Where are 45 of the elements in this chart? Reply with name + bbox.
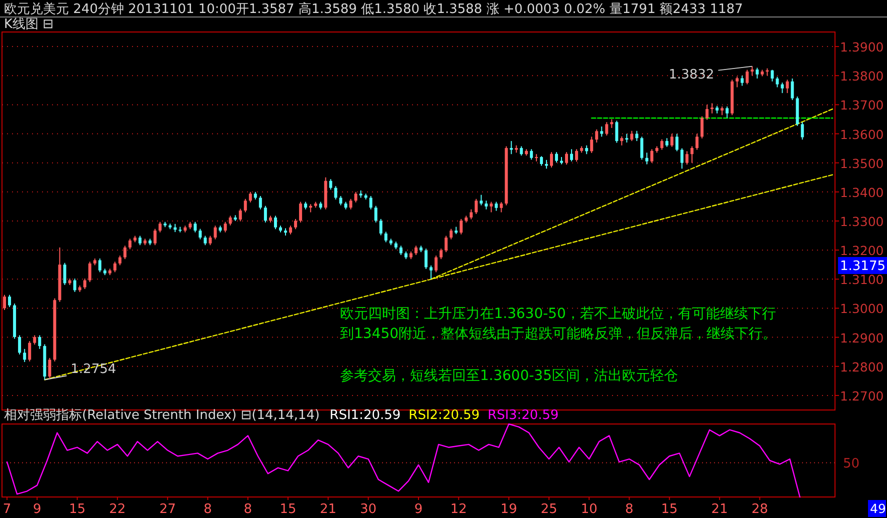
y-tick-label: 1.3900 bbox=[840, 40, 884, 55]
text: 50 bbox=[843, 456, 860, 472]
x-tick-label: 9 bbox=[414, 502, 423, 517]
x-tick-label: 15 bbox=[69, 502, 86, 517]
x-tick-label: 30 bbox=[360, 502, 377, 517]
x-tick-label: 9 bbox=[32, 502, 42, 517]
chart-title: 欧元兑美元 240分钟 20131101 10:00开1.3587 高1.3589 低1.3580 收1.3588 涨 +0.0003 0.02% 量1791 额2433 1187 bbox=[4, 1, 743, 17]
chart-subtitle: K线图 ⊟ bbox=[4, 17, 54, 32]
x-tick-label: 15 bbox=[280, 502, 296, 517]
y-tick-label: 1.3100 bbox=[840, 272, 884, 288]
y-tick-label: 1.3000 bbox=[840, 301, 884, 316]
x-tick-label: 21 bbox=[320, 502, 336, 517]
x-tick-label: 27 bbox=[159, 502, 176, 517]
text: 49 bbox=[870, 501, 886, 516]
y-tick-label: 1.3600 bbox=[840, 126, 884, 142]
x-tick-label: 8 bbox=[244, 502, 252, 517]
annotation: RSI2:20.59 bbox=[408, 408, 480, 423]
x-tick-label: 22 bbox=[109, 502, 126, 517]
x-tick-label: 8 bbox=[204, 502, 212, 517]
x-tick-label: 19 bbox=[500, 502, 518, 517]
x-tick-label: 21 bbox=[711, 502, 728, 517]
y-tick-label: 1.2800 bbox=[840, 359, 884, 374]
y-tick-label: 1.3300 bbox=[840, 214, 884, 229]
x-tick-label: 25 bbox=[540, 502, 558, 517]
series-label: RSI3:20.59 bbox=[488, 408, 559, 423]
text: 1.3175 bbox=[840, 259, 886, 274]
annotation: 到13450附近，整体短线由于超跌可能略反弹，但反弹后，继续下行。 bbox=[340, 326, 777, 342]
x-tick-label: 7 bbox=[2, 502, 12, 517]
x-tick-label: 10 bbox=[580, 502, 598, 517]
chart-title: 相对强弱指标(Relative Strenth Index) ⊟(14,14,14) bbox=[4, 408, 320, 423]
x-tick-label: 12 bbox=[450, 502, 467, 517]
x-tick-label: 8 bbox=[625, 502, 634, 517]
y-tick-label: 1.3200 bbox=[840, 243, 884, 258]
annotation: 1.3832 bbox=[668, 67, 714, 82]
y-tick-label: 1.2900 bbox=[840, 330, 884, 346]
y-tick-label: 1.3800 bbox=[840, 68, 884, 84]
x-tick-label: 15 bbox=[661, 502, 678, 517]
y-tick-label: 1.3700 bbox=[840, 98, 884, 113]
y-tick-label: 1.3500 bbox=[840, 156, 884, 171]
annotation: RSI1:20.59 bbox=[330, 408, 401, 423]
y-tick-label: 1.2700 bbox=[840, 388, 884, 404]
annotation: 参考交易，短线若回至1.3600-35区间，沽出欧元轻仓 bbox=[340, 368, 678, 384]
y-tick-label: 1.3400 bbox=[840, 184, 884, 200]
x-tick-label: 28 bbox=[751, 502, 768, 517]
annotation: 欧元四时图：上升压力在1.3630-50，若不上破此位，有可能继续下行 bbox=[340, 306, 776, 322]
